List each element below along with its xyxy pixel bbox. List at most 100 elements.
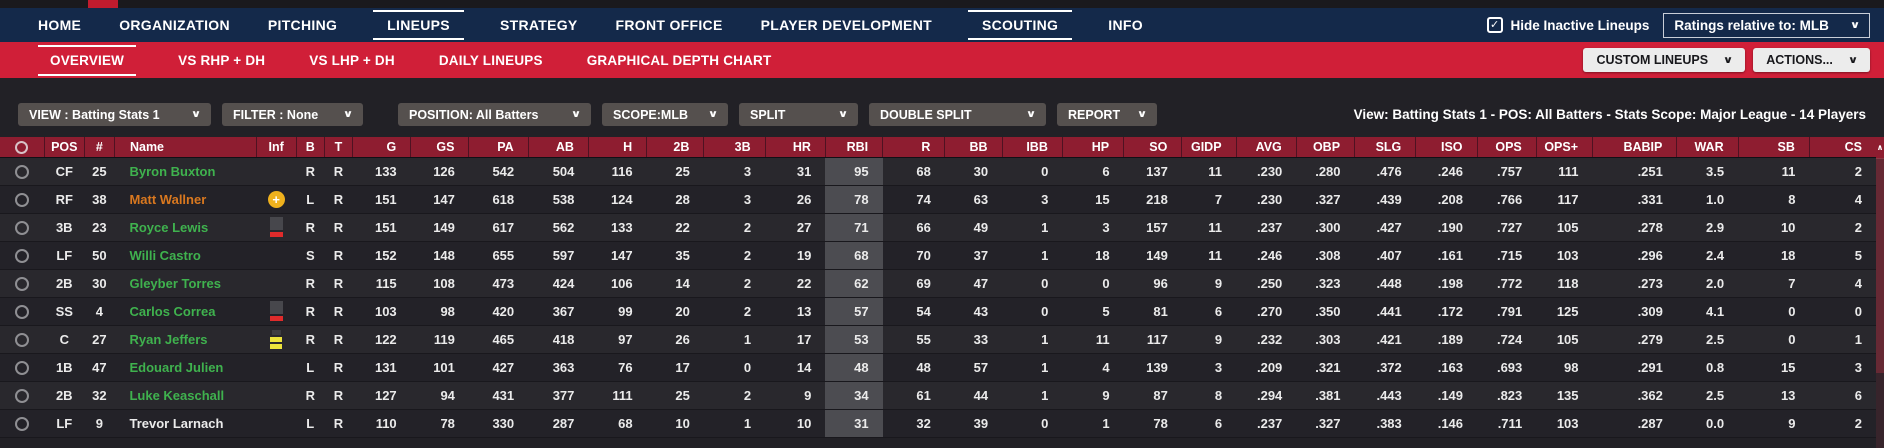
chevron-down-icon: ∨ bbox=[1849, 19, 1861, 31]
player-row[interactable]: 3B 23 Royce Lewis R R 151 149 617 562 133 22 2 27 71 6… bbox=[0, 213, 1876, 242]
col-header-war[interactable]: WAR bbox=[1676, 137, 1739, 158]
player-name-link[interactable]: Willi Castro bbox=[114, 241, 257, 270]
cell-2b: 20 bbox=[646, 297, 704, 326]
actions-button[interactable]: ACTIONS... ∨ bbox=[1753, 48, 1870, 72]
filter-dropdown-report[interactable]: REPORT ∨ bbox=[1057, 103, 1157, 126]
player-row[interactable]: LF 50 Willi Castro S R 152 148 655 597 147 35 2 19 68… bbox=[0, 241, 1876, 270]
scroll-up-icon[interactable]: ∧ bbox=[1876, 137, 1884, 158]
player-name-link[interactable]: Matt Wallner bbox=[114, 185, 257, 214]
player-row[interactable]: 2B 32 Luke Keaschall R R 127 94 431 377 111 25 2 9 34… bbox=[0, 381, 1876, 410]
filter-dropdown-view[interactable]: VIEW : Batting Stats 1 ∨ bbox=[18, 103, 211, 126]
vertical-scrollbar[interactable]: ∧ bbox=[1876, 137, 1884, 448]
col-header-babip[interactable]: BABIP bbox=[1592, 137, 1677, 158]
player-name-link[interactable]: Gleyber Torres bbox=[114, 269, 257, 298]
player-row[interactable]: 1B 47 Edouard Julien L R 131 101 427 363 76 17 0 14 4… bbox=[0, 353, 1876, 382]
col-header-gs[interactable]: GS bbox=[410, 137, 469, 158]
ratings-relative-dropdown[interactable]: Ratings relative to: MLB ∨ bbox=[1663, 12, 1870, 38]
row-select-radio[interactable] bbox=[0, 185, 45, 214]
cell-pa: 431 bbox=[468, 381, 529, 410]
row-select-radio[interactable] bbox=[0, 409, 45, 438]
row-select-radio[interactable] bbox=[0, 325, 45, 354]
col-header-t[interactable]: T bbox=[323, 137, 353, 158]
player-name-link[interactable]: Edouard Julien bbox=[114, 353, 257, 382]
col-header-gidp[interactable]: GIDP bbox=[1181, 137, 1237, 158]
cell-jersey-number: 50 bbox=[84, 241, 115, 270]
col-header-sb[interactable]: SB bbox=[1737, 137, 1810, 158]
cell-sb: 18 bbox=[1738, 241, 1810, 270]
filter-dropdown-scope[interactable]: SCOPE:MLB ∨ bbox=[602, 103, 728, 126]
filter-dropdown-filter[interactable]: FILTER : None ∨ bbox=[222, 103, 363, 126]
cell-cs: 3 bbox=[1809, 353, 1876, 382]
checkbox-icon[interactable]: ✓ bbox=[1486, 17, 1503, 33]
col-header-2b[interactable]: 2B bbox=[646, 137, 704, 158]
player-row[interactable]: SS 4 Carlos Correa R R 103 98 420 367 99 20 2 13 57 54… bbox=[0, 297, 1876, 326]
player-name-link[interactable]: Trevor Larnach bbox=[114, 409, 257, 438]
player-name-link[interactable]: Byron Buxton bbox=[114, 157, 257, 186]
player-row[interactable]: 2B 30 Gleyber Torres R R 115 108 473 424 106 14 2 22… bbox=[0, 269, 1876, 298]
col-header-rbi[interactable]: RBI bbox=[824, 137, 883, 158]
player-name-link[interactable]: Carlos Correa bbox=[114, 297, 257, 326]
subnav-item-graphical-depth-chart[interactable]: GRAPHICAL DEPTH CHART bbox=[586, 52, 772, 68]
row-select-radio[interactable] bbox=[0, 269, 45, 298]
col-header-hr[interactable]: HR bbox=[764, 137, 826, 158]
col-header-pos[interactable]: POS bbox=[43, 137, 85, 158]
row-select-radio[interactable] bbox=[0, 157, 45, 186]
custom-lineups-button[interactable]: CUSTOM LINEUPS ∨ bbox=[1583, 48, 1746, 72]
subnav-item-overview[interactable]: OVERVIEW bbox=[38, 44, 137, 76]
col-header-slg[interactable]: SLG bbox=[1354, 137, 1416, 158]
row-select-radio[interactable] bbox=[0, 297, 45, 326]
subnav-item-vs-rhp-dh[interactable]: VS RHP + DH bbox=[178, 52, 266, 68]
player-name-link[interactable]: Ryan Jeffers bbox=[114, 325, 257, 354]
nav-item-strategy[interactable]: STRATEGY bbox=[499, 17, 578, 33]
col-header-bb[interactable]: BB bbox=[944, 137, 1003, 158]
col-header-h[interactable]: H bbox=[587, 137, 647, 158]
player-row[interactable]: CF 25 Byron Buxton R R 133 126 542 504 116 25 3 31 95… bbox=[0, 157, 1876, 186]
player-row[interactable]: LF 9 Trevor Larnach L R 110 78 330 287 68 10 1 10 31 3… bbox=[0, 409, 1876, 438]
nav-item-pitching[interactable]: PITCHING bbox=[267, 17, 338, 33]
col-header-name[interactable]: Name bbox=[113, 137, 257, 158]
nav-item-info[interactable]: INFO bbox=[1108, 17, 1143, 33]
cell-ops: .727 bbox=[1477, 213, 1537, 242]
nav-item-scouting[interactable]: SCOUTING bbox=[967, 10, 1073, 40]
player-row[interactable]: C 27 Ryan Jeffers R R 122 119 465 418 97 26 1 17 53 55… bbox=[0, 325, 1876, 354]
nav-item-home[interactable]: HOME bbox=[38, 17, 82, 33]
col-header-ibb[interactable]: IBB bbox=[1001, 137, 1063, 158]
col-header-iso[interactable]: ISO bbox=[1415, 137, 1478, 158]
row-select-radio[interactable] bbox=[0, 381, 45, 410]
filter-dropdown-split[interactable]: SPLIT ∨ bbox=[739, 103, 858, 126]
filter-dropdown-double-split[interactable]: DOUBLE SPLIT ∨ bbox=[869, 103, 1046, 126]
nav-item-front-office[interactable]: FRONT OFFICE bbox=[615, 17, 723, 33]
col-header-ops[interactable]: OPS bbox=[1476, 137, 1537, 158]
col-header-so[interactable]: SO bbox=[1123, 137, 1182, 158]
col-header-pa[interactable]: PA bbox=[468, 137, 529, 158]
col-header-b[interactable]: B bbox=[295, 137, 325, 158]
subnav-item-daily-lineups[interactable]: DAILY LINEUPS bbox=[438, 52, 543, 68]
select-all-radio[interactable] bbox=[0, 137, 45, 158]
col-header-inf[interactable]: Inf bbox=[255, 137, 297, 158]
col-header-avg[interactable]: AVG bbox=[1235, 137, 1297, 158]
nav-item-player-development[interactable]: PLAYER DEVELOPMENT bbox=[760, 17, 932, 33]
row-select-radio[interactable] bbox=[0, 213, 45, 242]
nav-item-organization[interactable]: ORGANIZATION bbox=[119, 17, 230, 33]
subnav-item-vs-lhp-dh[interactable]: VS LHP + DH bbox=[309, 52, 395, 68]
col-header-r[interactable]: R bbox=[882, 137, 945, 158]
scrollbar-thumb[interactable] bbox=[1876, 158, 1884, 373]
nav-item-lineups[interactable]: LINEUPS bbox=[373, 10, 464, 40]
col-header-obp[interactable]: OBP bbox=[1295, 137, 1355, 158]
col-header-ops[interactable]: OPS+ bbox=[1535, 137, 1593, 158]
col-header-hp[interactable]: HP bbox=[1061, 137, 1124, 158]
filter-dropdown-position[interactable]: POSITION: All Batters ∨ bbox=[398, 103, 591, 126]
row-select-radio[interactable] bbox=[0, 353, 45, 382]
cell-throws: R bbox=[324, 325, 353, 354]
col-header-cs[interactable]: CS bbox=[1808, 137, 1876, 158]
cell-ops: .823 bbox=[1477, 381, 1537, 410]
player-row[interactable]: RF 38 Matt Wallner + L R 151 147 618 538 124 28 3 26 7… bbox=[0, 185, 1876, 214]
row-select-radio[interactable] bbox=[0, 241, 45, 270]
player-name-link[interactable]: Royce Lewis bbox=[114, 213, 257, 242]
col-header-3b[interactable]: 3B bbox=[703, 137, 766, 158]
col-header-ab[interactable]: AB bbox=[527, 137, 589, 158]
col-header-[interactable]: # bbox=[83, 137, 115, 158]
col-header-g[interactable]: G bbox=[351, 137, 411, 158]
hide-inactive-lineups-checkbox[interactable]: ✓ Hide Inactive Lineups bbox=[1486, 17, 1649, 33]
player-name-link[interactable]: Luke Keaschall bbox=[114, 381, 257, 410]
